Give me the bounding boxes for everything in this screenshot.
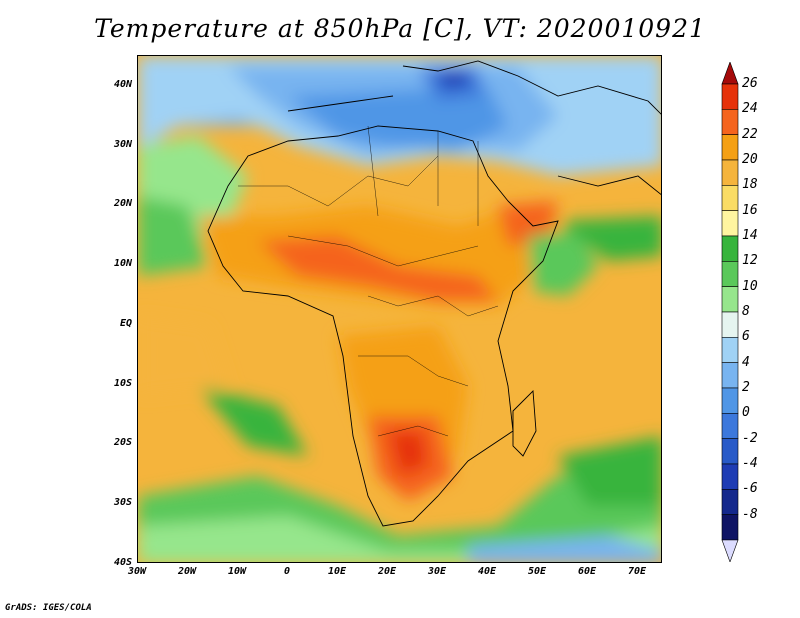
colorbar-swatch	[721, 489, 739, 515]
colorbar-label: -2	[742, 430, 758, 446]
colorbar-label: 0	[742, 405, 750, 421]
lat-tick-label: 30N	[113, 138, 132, 150]
lon-tick-label: 20W	[177, 566, 197, 577]
colorbar-swatch	[721, 514, 739, 541]
lon-tick-label: 0	[283, 566, 291, 577]
map-title: Temperature at 850hPa [C], VT: 202001092…	[94, 14, 706, 43]
colorbar-swatch	[721, 387, 739, 414]
temperature-field	[138, 56, 661, 562]
temperature-map	[137, 55, 662, 563]
lon-tick-label: 10E	[327, 566, 347, 577]
colorbar-label: 12	[742, 253, 758, 269]
colorbar-label: 4	[742, 354, 750, 370]
lat-tick-label: 10N	[113, 258, 132, 270]
coastlines	[207, 60, 661, 527]
colorbar-label: 16	[742, 202, 758, 218]
lon-tick-label: 60E	[577, 566, 597, 577]
lat-tick-label: 40S	[113, 557, 132, 568]
colorbar-swatch	[721, 159, 739, 186]
lon-tick-label: 40E	[477, 566, 497, 577]
colorbar-swatch	[721, 210, 739, 237]
colorbar-bottom-arrow	[721, 539, 739, 562]
colorbar-label: 22	[742, 126, 758, 142]
colorbar-swatch	[721, 134, 739, 161]
colorbar-label: 8	[742, 304, 750, 319]
lat-tick-label: 10S	[113, 377, 132, 389]
lon-tick-label: 30W	[127, 566, 147, 577]
colorbar	[721, 62, 739, 562]
lon-tick-label: 20E	[377, 566, 397, 577]
colorbar-swatch	[721, 83, 739, 110]
lon-tick-label: 30E	[427, 566, 447, 577]
colorbar-label: 18	[742, 177, 758, 193]
colorbar-swatch	[721, 109, 739, 135]
lon-tick-label: 10W	[227, 566, 247, 577]
colorbar-swatch	[721, 286, 739, 313]
colorbar-swatch	[721, 413, 739, 439]
colorbar-swatch	[721, 438, 739, 465]
colorbar-label: 26	[742, 76, 758, 91]
colorbar-label: 6	[742, 329, 750, 345]
colorbar-swatch	[721, 337, 739, 363]
colorbar-label: 2	[742, 380, 750, 395]
colorbar-swatch	[721, 311, 739, 338]
lat-tick-label: EQ	[119, 317, 132, 329]
colorbar-swatch	[721, 362, 739, 389]
lat-tick-label: 40N	[113, 78, 132, 90]
colorbar-swatch	[721, 463, 739, 490]
lat-tick-label: 20N	[113, 198, 132, 210]
grads-credit: GrADS: IGES/COLA	[5, 603, 92, 613]
lat-tick-label: 20S	[113, 437, 132, 449]
colorbar-swatch	[721, 235, 739, 262]
colorbar-swatch	[721, 185, 739, 211]
lon-tick-label: 50E	[527, 566, 547, 577]
colorbar-label: 24	[742, 101, 758, 117]
colorbar-swatch	[721, 261, 739, 287]
colorbar-label: 20	[742, 152, 758, 167]
colorbar-top-arrow	[721, 62, 739, 85]
colorbar-label: 10	[742, 278, 758, 294]
colorbar-label: -6	[742, 481, 758, 497]
colorbar-label: -4	[742, 456, 758, 471]
colorbar-label: -8	[742, 506, 758, 522]
lat-tick-label: 30S	[113, 497, 132, 509]
colorbar-label: 14	[742, 228, 758, 243]
lon-tick-label: 70E	[627, 566, 647, 577]
borders	[238, 125, 499, 437]
